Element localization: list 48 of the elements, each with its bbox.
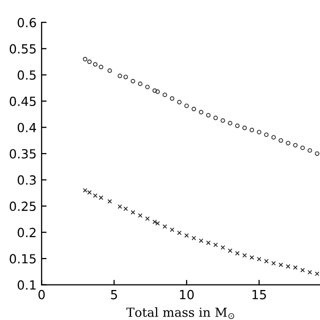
point	[130, 210, 136, 215]
point	[145, 216, 150, 221]
x-tick-label: 10	[180, 290, 194, 300]
point	[264, 258, 269, 264]
point	[271, 261, 276, 266]
y-tick-label: 0.3	[18, 175, 36, 185]
x-tick-label: 5	[111, 290, 117, 300]
point	[300, 268, 305, 272]
point	[235, 251, 240, 256]
y-tick-label: 0.45	[10, 96, 36, 106]
point	[286, 264, 290, 269]
point	[184, 233, 189, 238]
point	[198, 238, 204, 243]
point	[177, 230, 182, 236]
point	[123, 206, 128, 211]
point	[250, 255, 254, 260]
point	[107, 199, 112, 204]
point	[138, 213, 142, 218]
point	[213, 242, 218, 248]
point	[192, 236, 196, 240]
y-tick-label: 0.4	[18, 122, 36, 132]
y-tick-label: 0.25	[10, 202, 36, 212]
point	[228, 248, 232, 253]
point	[242, 253, 247, 258]
point	[118, 204, 122, 209]
y-tick-label: 0.2	[18, 228, 36, 238]
point	[170, 227, 174, 232]
point	[152, 220, 157, 224]
point	[155, 221, 160, 226]
point	[308, 270, 312, 274]
point	[206, 240, 211, 246]
point	[293, 265, 298, 270]
point	[278, 262, 284, 268]
point	[162, 224, 168, 229]
y-tick-label: 0.55	[10, 44, 36, 54]
y-tick-label: 0.6	[18, 18, 36, 28]
point	[314, 272, 320, 276]
y-tick-label: 0.1	[18, 280, 36, 290]
point	[98, 195, 104, 200]
y-tick-label: 0.15	[10, 254, 36, 264]
point	[256, 256, 262, 262]
x-tick-label: 15	[252, 290, 266, 300]
point	[220, 245, 226, 250]
y-tick-label: 0.35	[10, 149, 36, 159]
x-axis-title: Total mass in M$_{⊙}$	[126, 307, 234, 319]
x-tick-label: 0	[38, 290, 45, 300]
y-tick-label: 0.5	[18, 70, 36, 80]
point	[92, 193, 98, 198]
